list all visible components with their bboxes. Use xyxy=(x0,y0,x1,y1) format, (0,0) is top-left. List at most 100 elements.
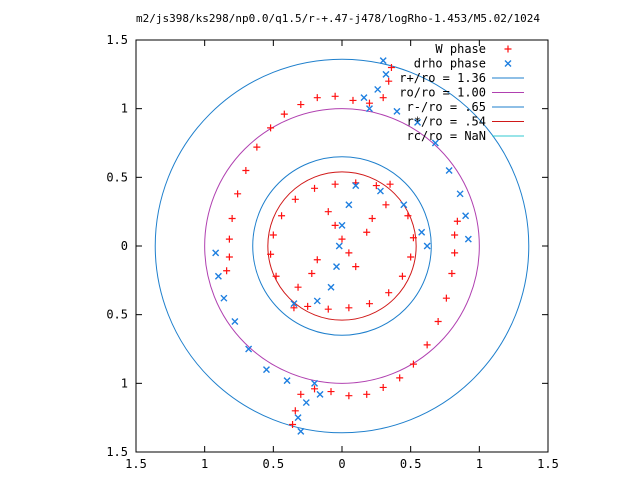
chart-title: m2/js398/ks298/np0.0/q1.5/r-+.47-j478/lo… xyxy=(136,12,540,25)
drho-phase-point xyxy=(297,427,305,435)
w-phase-point xyxy=(242,166,250,174)
drho-phase-point xyxy=(311,379,319,387)
w-phase-point xyxy=(409,234,417,242)
legend-label: ro/ro = 1.00 xyxy=(399,86,486,100)
drho-phase-point xyxy=(365,105,373,113)
drho-phase-point xyxy=(214,272,222,280)
legend-label: drho phase xyxy=(414,57,486,71)
drho-phase-point xyxy=(374,85,382,93)
y-tick-label: 0.5 xyxy=(106,170,128,184)
drho-phase-point xyxy=(345,201,353,209)
legend-label: r*/ro = .54 xyxy=(407,115,486,129)
w-phase-point xyxy=(308,269,316,277)
w-phase-point xyxy=(385,289,393,297)
drho-phase-point xyxy=(212,249,220,257)
w-phase-point xyxy=(272,272,280,280)
w-phase-point xyxy=(434,318,442,326)
y-tick-label: 1 xyxy=(121,102,128,116)
legend-label: W phase xyxy=(435,42,486,56)
drho-phase-point xyxy=(294,414,302,422)
w-phase-point xyxy=(451,231,459,239)
w-phase-point xyxy=(291,407,299,415)
w-phase-point xyxy=(278,212,286,220)
w-phase-point xyxy=(324,208,332,216)
x-tick-label: 1.5 xyxy=(537,457,559,471)
drho-phase-point xyxy=(400,201,408,209)
w-phase-point xyxy=(386,180,394,188)
drho-phase-point xyxy=(338,221,346,229)
w-phase-point xyxy=(294,283,302,291)
x-tick-label: 1 xyxy=(201,457,208,471)
y-tick-label: 1.5 xyxy=(106,33,128,47)
y-tick-label: 1.5 xyxy=(106,445,128,459)
w-phase-point xyxy=(387,63,395,71)
w-phase-point xyxy=(404,212,412,220)
w-phase-point xyxy=(297,390,305,398)
x-tick-label: 1 xyxy=(476,457,483,471)
drho-phase-point xyxy=(231,318,239,326)
w-phase-point xyxy=(324,305,332,313)
w-phase-point xyxy=(448,269,456,277)
drho-phase-point xyxy=(327,283,335,291)
drho-phase-point xyxy=(245,345,253,353)
drho-phase-point xyxy=(464,235,472,243)
w-phase-point xyxy=(331,221,339,229)
w-phase-point xyxy=(372,182,380,190)
drho-phase-point xyxy=(283,377,291,385)
reference-circle xyxy=(267,171,417,321)
legend-drho-marker xyxy=(504,60,512,67)
w-phase-point xyxy=(290,304,298,312)
w-phase-point xyxy=(379,94,387,102)
drho-phase-point xyxy=(379,57,387,65)
w-phase-point xyxy=(345,249,353,257)
w-phase-point xyxy=(327,388,335,396)
w-phase-point xyxy=(363,390,371,398)
w-phase-point xyxy=(280,110,288,118)
x-tick-label: 0 xyxy=(338,457,345,471)
y-tick-label: 0.5 xyxy=(106,308,128,322)
w-phase-point xyxy=(313,256,321,264)
w-phase-point xyxy=(396,374,404,382)
w-phase-point xyxy=(451,249,459,257)
w-phase-point xyxy=(313,94,321,102)
x-tick-label: 0.5 xyxy=(400,457,422,471)
w-phase-point xyxy=(345,304,353,312)
w-phase-point xyxy=(365,300,373,308)
drho-phase-point xyxy=(262,366,270,374)
legend-label: rc/ro = NaN xyxy=(407,129,486,143)
w-phase-point xyxy=(363,228,371,236)
w-phase-point xyxy=(225,253,233,261)
legend-label: r+/ro = 1.36 xyxy=(399,71,486,85)
drho-phase-point xyxy=(360,94,368,102)
w-phase-point xyxy=(379,383,387,391)
w-phase-point xyxy=(234,190,242,198)
drho-phase-point xyxy=(376,187,384,195)
w-phase-point xyxy=(225,235,233,243)
w-phase-point xyxy=(398,272,406,280)
w-phase-point xyxy=(304,302,312,310)
drho-phase-point xyxy=(445,166,453,174)
drho-phase-point xyxy=(462,212,470,220)
plot-frame xyxy=(135,39,549,453)
w-phase-point xyxy=(349,96,357,104)
drho-phase-point xyxy=(418,228,426,236)
drho-phase-point xyxy=(290,300,298,308)
w-phase-point xyxy=(453,217,461,225)
w-phase-point xyxy=(311,184,319,192)
x-tick-label: 1.5 xyxy=(125,457,147,471)
w-phase-point xyxy=(267,250,275,258)
reference-circle xyxy=(204,108,480,384)
drho-phase-point xyxy=(382,70,390,78)
drho-phase-point xyxy=(423,242,431,250)
w-phase-point xyxy=(409,360,417,368)
drho-phase-point xyxy=(352,182,360,190)
drho-phase-point xyxy=(302,399,310,407)
legend-w-marker xyxy=(504,45,512,53)
y-tick-label: 1 xyxy=(121,376,128,390)
w-phase-point xyxy=(338,235,346,243)
y-tick-label: 0 xyxy=(121,239,128,253)
w-phase-point xyxy=(289,421,297,429)
w-phase-point xyxy=(253,143,261,151)
